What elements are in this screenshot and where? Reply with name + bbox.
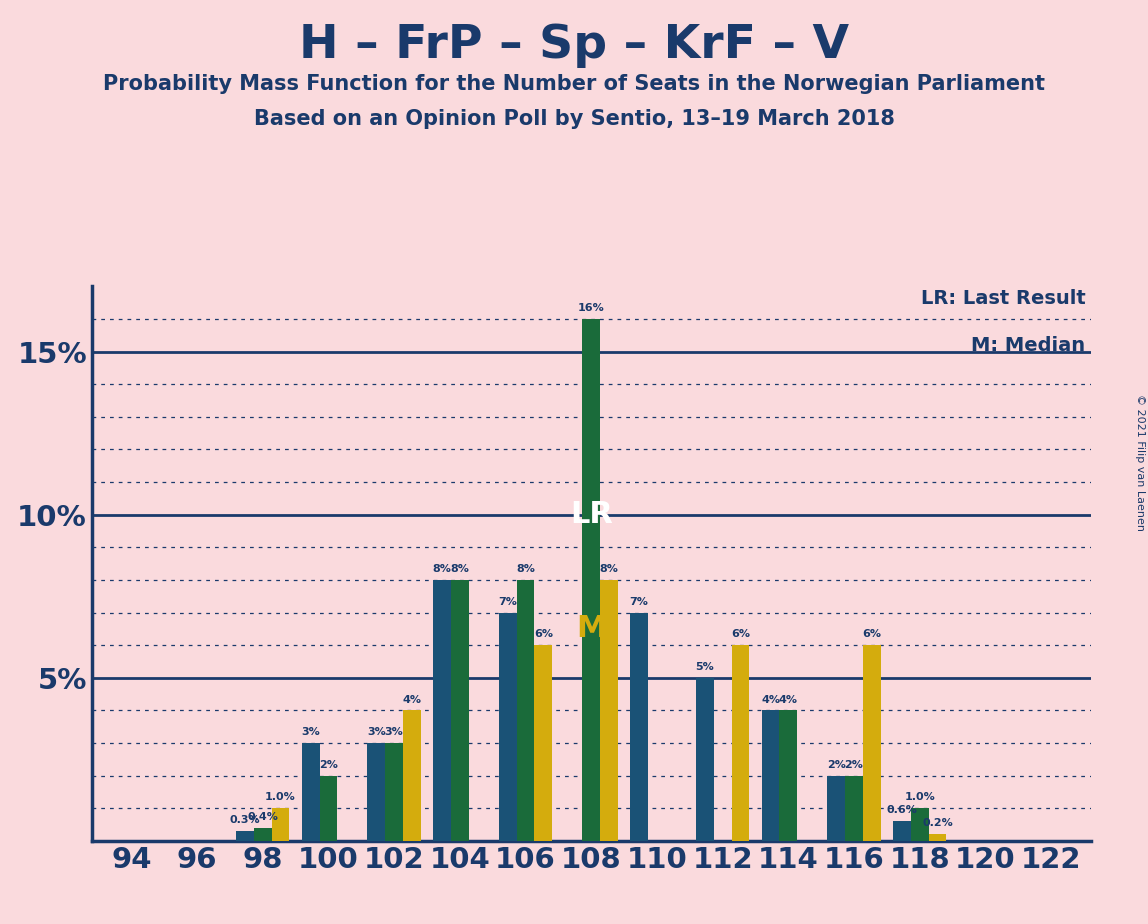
Text: 7%: 7%	[498, 597, 518, 607]
Bar	[696, 678, 714, 841]
Text: 8%: 8%	[450, 564, 470, 574]
Text: 4%: 4%	[761, 695, 781, 704]
Text: H – FrP – Sp – KrF – V: H – FrP – Sp – KrF – V	[298, 23, 850, 68]
Text: 6%: 6%	[862, 629, 882, 639]
Text: 6%: 6%	[534, 629, 552, 639]
Bar	[893, 821, 910, 841]
Bar	[534, 645, 552, 841]
Text: 2%: 2%	[319, 760, 338, 770]
Text: 8%: 8%	[433, 564, 451, 574]
Bar	[929, 834, 946, 841]
Bar	[863, 645, 881, 841]
Text: 2%: 2%	[827, 760, 846, 770]
Text: LR: LR	[569, 500, 613, 529]
Text: 8%: 8%	[599, 564, 619, 574]
Bar	[302, 743, 319, 841]
Bar	[517, 580, 534, 841]
Text: 0.4%: 0.4%	[247, 812, 278, 822]
Text: 4%: 4%	[778, 695, 798, 704]
Text: M: Median: M: Median	[971, 336, 1086, 356]
Bar	[367, 743, 386, 841]
Text: 8%: 8%	[517, 564, 535, 574]
Text: 5%: 5%	[696, 662, 714, 672]
Text: Based on an Opinion Poll by Sentio, 13–19 March 2018: Based on an Opinion Poll by Sentio, 13–1…	[254, 109, 894, 129]
Bar	[828, 775, 845, 841]
Bar	[499, 613, 517, 841]
Bar	[272, 808, 289, 841]
Bar	[403, 711, 420, 841]
Text: 4%: 4%	[402, 695, 421, 704]
Text: 0.3%: 0.3%	[230, 815, 261, 825]
Text: 1.0%: 1.0%	[265, 793, 296, 802]
Bar	[582, 319, 600, 841]
Bar	[236, 831, 254, 841]
Text: 0.2%: 0.2%	[922, 819, 953, 829]
Bar	[762, 711, 779, 841]
Bar	[319, 775, 338, 841]
Text: 3%: 3%	[301, 727, 320, 737]
Text: 0.6%: 0.6%	[886, 806, 917, 815]
Bar	[845, 775, 863, 841]
Bar	[600, 580, 618, 841]
Text: 2%: 2%	[845, 760, 863, 770]
Text: 3%: 3%	[367, 727, 386, 737]
Text: 16%: 16%	[577, 303, 605, 313]
Bar	[779, 711, 797, 841]
Text: Probability Mass Function for the Number of Seats in the Norwegian Parliament: Probability Mass Function for the Number…	[103, 74, 1045, 94]
Bar	[910, 808, 929, 841]
Text: © 2021 Filip van Laenen: © 2021 Filip van Laenen	[1135, 394, 1145, 530]
Bar	[386, 743, 403, 841]
Text: LR: Last Result: LR: Last Result	[921, 289, 1086, 309]
Text: 6%: 6%	[731, 629, 750, 639]
Bar	[433, 580, 451, 841]
Text: 1.0%: 1.0%	[905, 793, 936, 802]
Text: 3%: 3%	[385, 727, 403, 737]
Bar	[451, 580, 468, 841]
Text: 7%: 7%	[630, 597, 649, 607]
Text: M: M	[576, 614, 606, 643]
Bar	[254, 828, 272, 841]
Bar	[731, 645, 750, 841]
Bar	[630, 613, 649, 841]
